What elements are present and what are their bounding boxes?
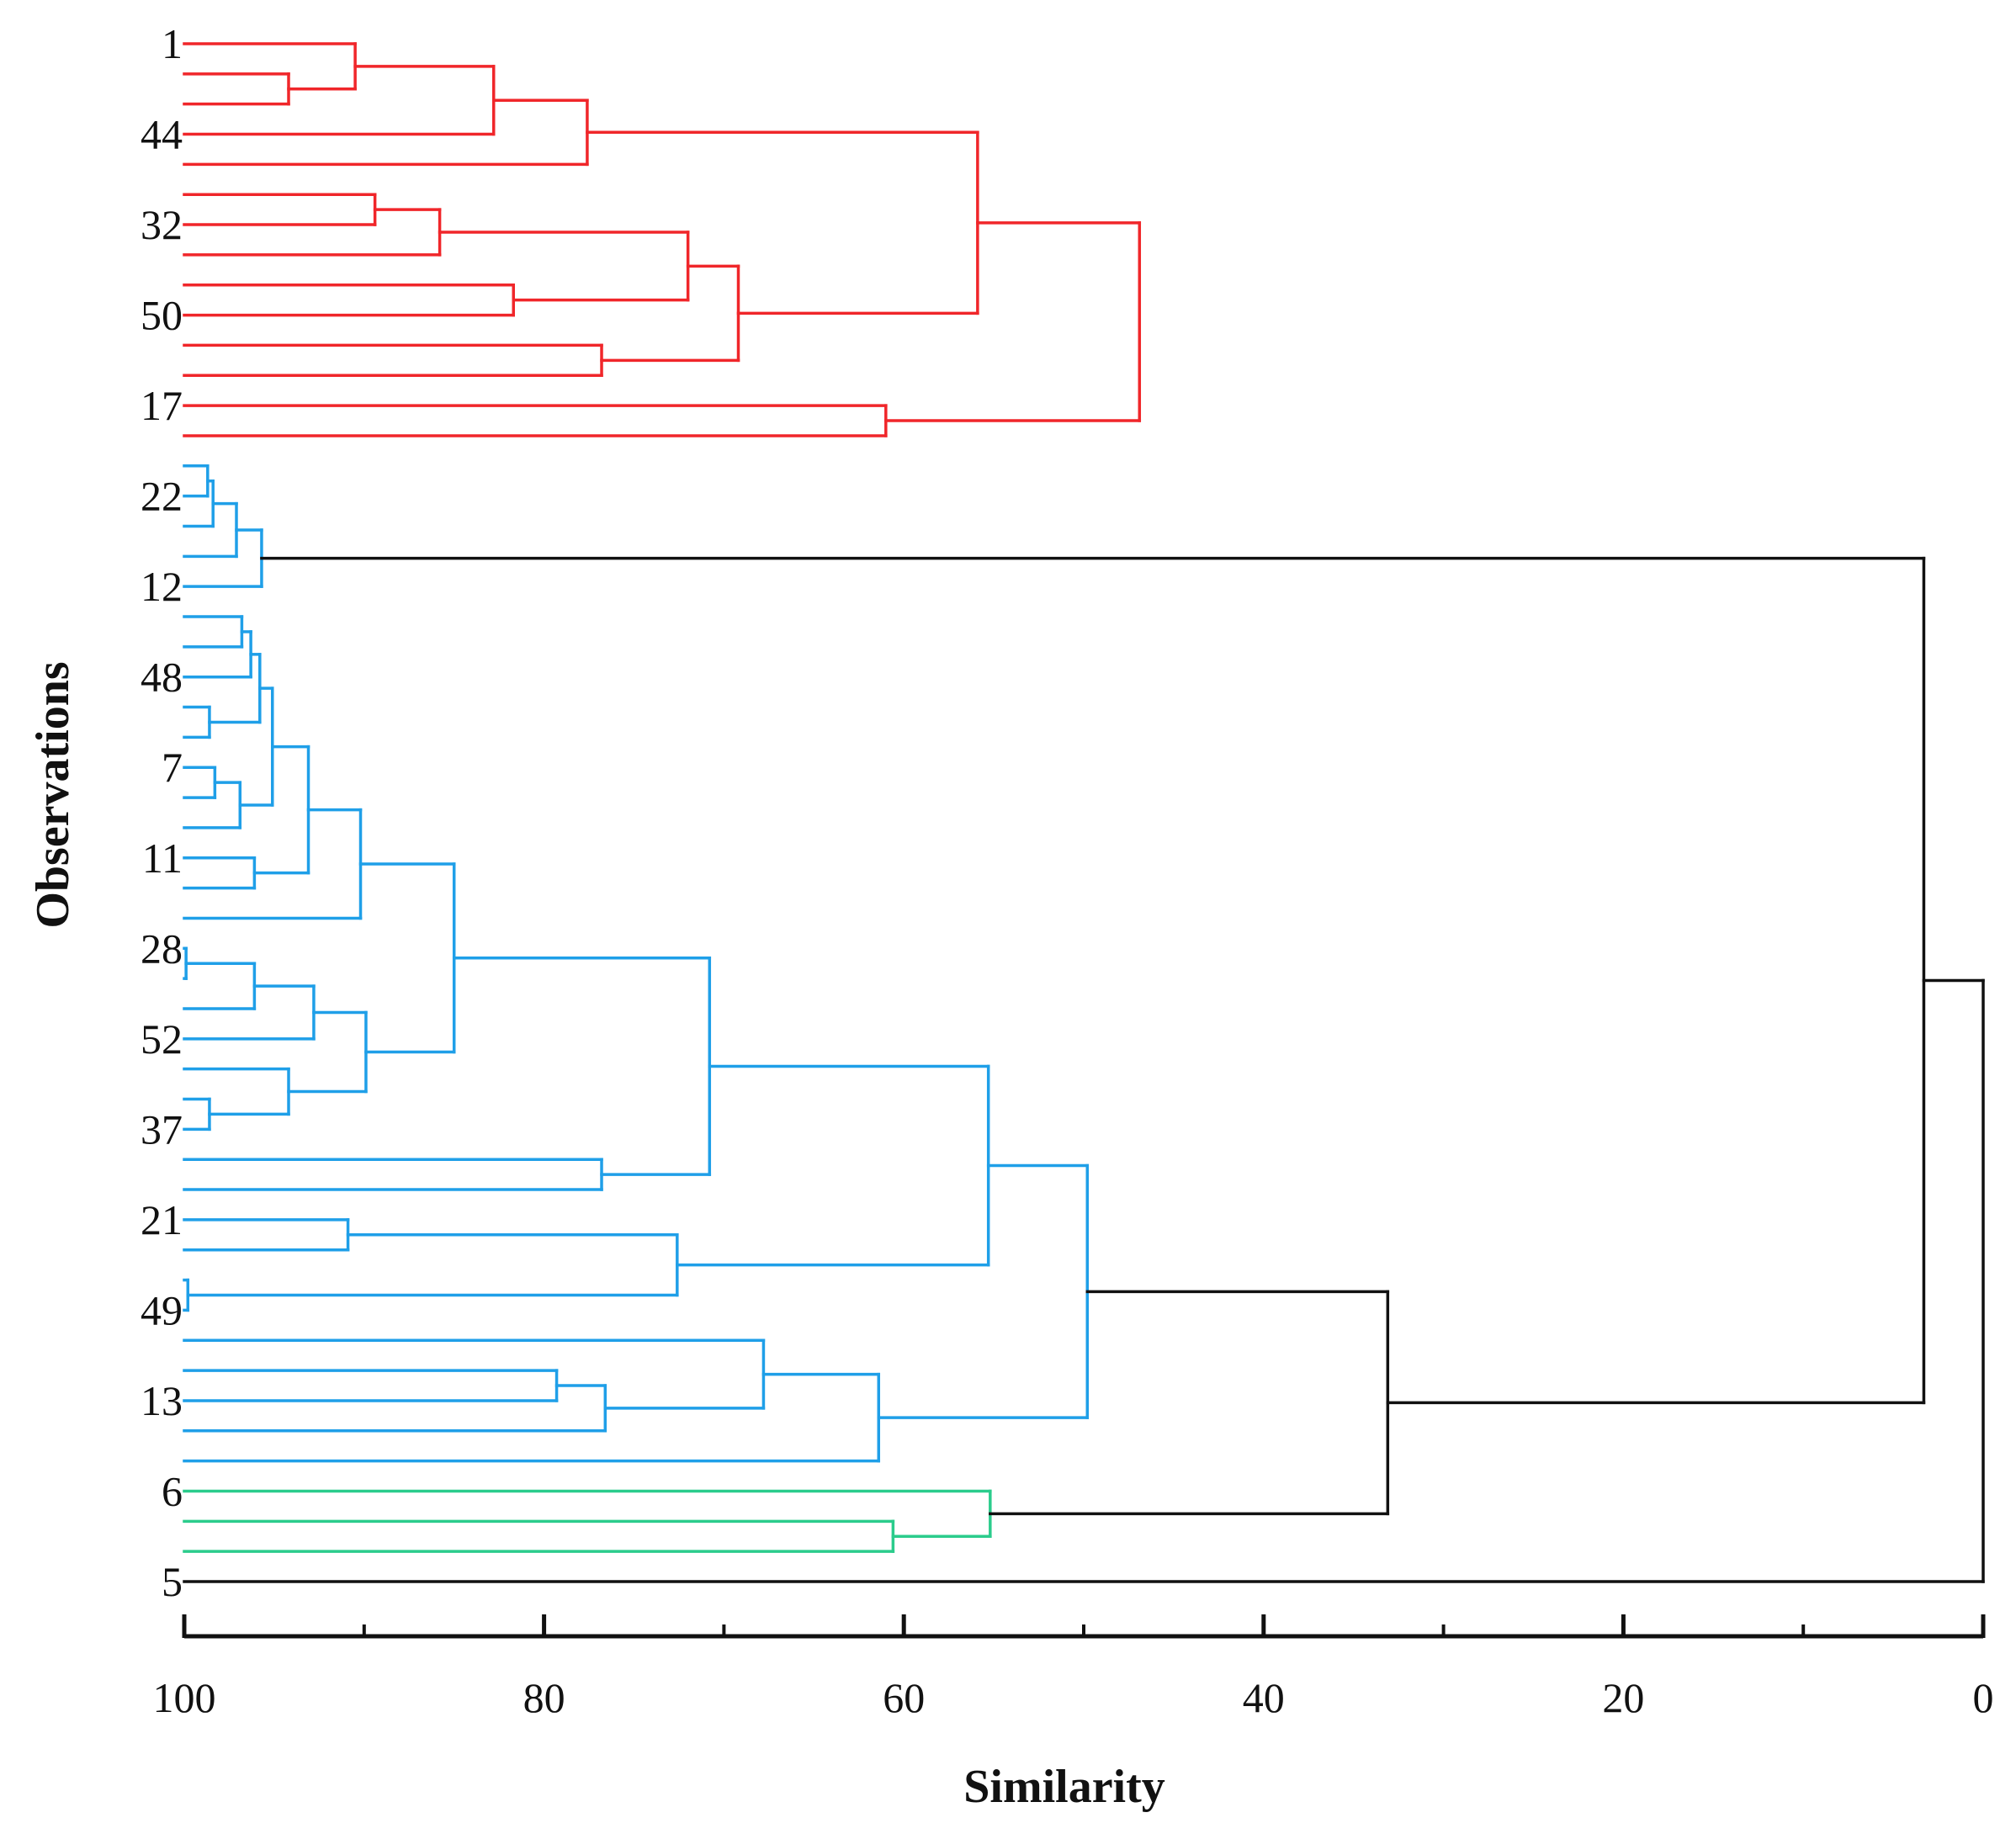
- observation-label: 12: [141, 563, 183, 610]
- observation-label: 48: [141, 654, 183, 701]
- x-tick-label: 60: [883, 1674, 925, 1721]
- observation-label: 49: [141, 1286, 183, 1333]
- x-tick-label: 40: [1243, 1674, 1285, 1721]
- observation-label: 5: [162, 1558, 183, 1605]
- x-tick-label: 20: [1602, 1674, 1644, 1721]
- x-tick-label: 0: [1973, 1674, 1994, 1721]
- observation-label: 32: [141, 201, 183, 248]
- observation-label: 13: [141, 1377, 183, 1424]
- observation-label: 1: [162, 20, 183, 67]
- observation-label: 21: [141, 1196, 183, 1243]
- observation-label: 22: [141, 473, 183, 520]
- observation-label: 50: [141, 292, 183, 339]
- y-axis-title: Observations: [27, 661, 79, 928]
- observation-label: 37: [141, 1105, 183, 1153]
- observation-label: 52: [141, 1015, 183, 1063]
- observation-labels: 1 44 32 50 17 22 12 48 7 11 28 52 37 21 49 13 6 5: [141, 20, 183, 1605]
- x-axis-title: Similarity: [963, 1761, 1165, 1813]
- x-axis: 100 80 60 40 20 0: [153, 1614, 1994, 1721]
- observation-label: 28: [141, 925, 183, 972]
- x-tick-label: 100: [153, 1674, 216, 1721]
- observation-label: 7: [162, 744, 183, 791]
- observation-label: 11: [142, 835, 183, 882]
- dendrogram-branches: [183, 42, 1985, 1583]
- observation-label: 17: [141, 382, 183, 429]
- observation-label: 6: [162, 1467, 183, 1514]
- x-tick-label: 80: [523, 1674, 565, 1721]
- observation-label: 44: [141, 111, 183, 158]
